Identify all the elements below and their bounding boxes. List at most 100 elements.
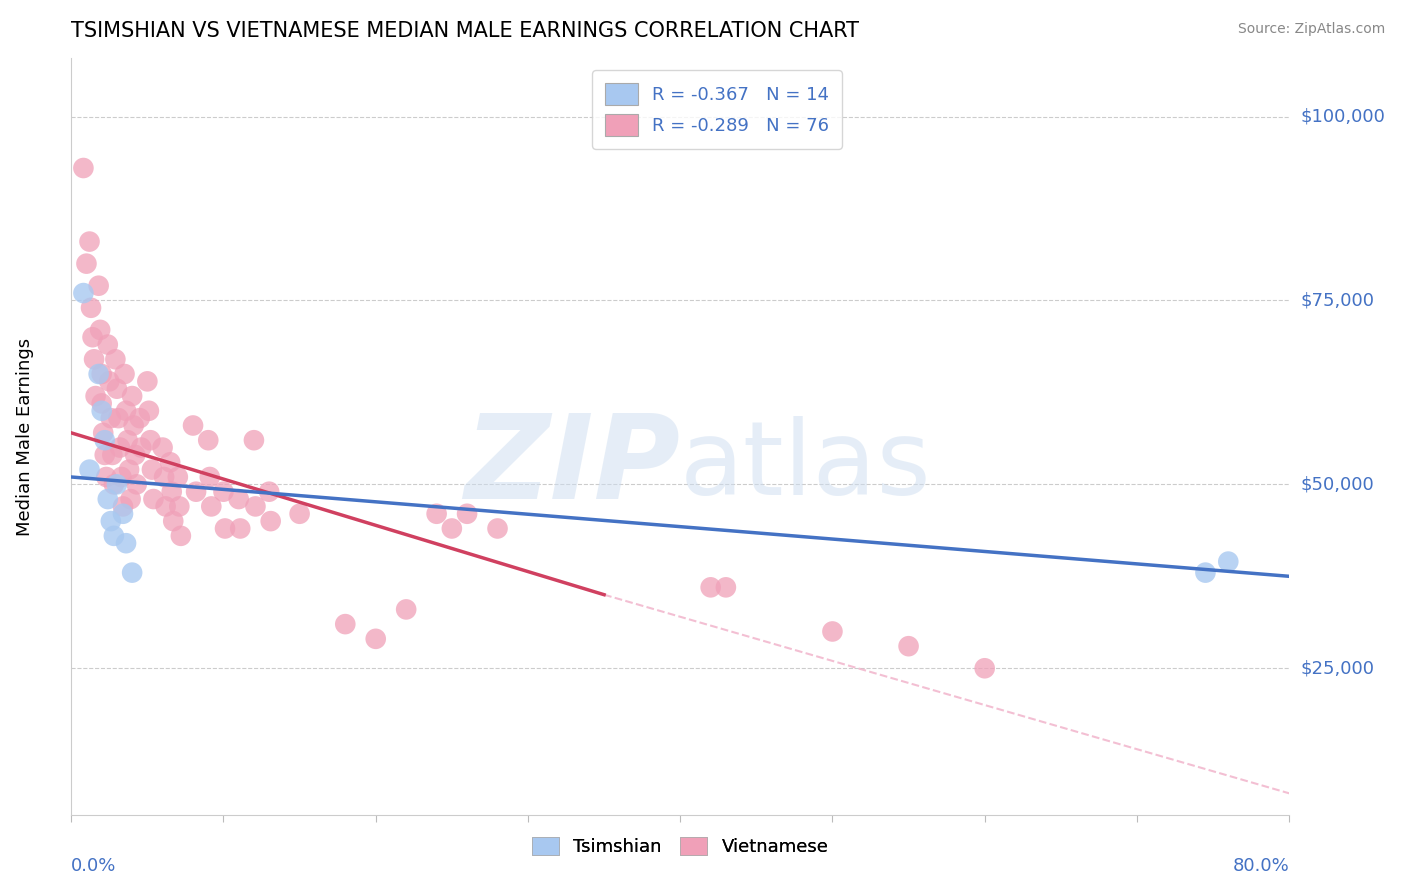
- Point: [214, 521, 236, 535]
- Point: [97, 491, 120, 506]
- Point: [198, 470, 221, 484]
- Point: [90, 404, 112, 418]
- Point: [973, 661, 995, 675]
- Point: [121, 566, 143, 580]
- Point: [139, 434, 162, 448]
- Point: [104, 352, 127, 367]
- Point: [229, 521, 252, 535]
- Point: [426, 507, 449, 521]
- Point: [90, 367, 112, 381]
- Point: [117, 434, 139, 448]
- Point: [96, 470, 118, 484]
- Text: Source: ZipAtlas.com: Source: ZipAtlas.com: [1237, 22, 1385, 37]
- Point: [115, 404, 138, 418]
- Point: [93, 448, 115, 462]
- Point: [87, 367, 110, 381]
- Point: [121, 389, 143, 403]
- Point: [98, 375, 121, 389]
- Point: [105, 382, 128, 396]
- Point: [105, 477, 128, 491]
- Point: [200, 500, 222, 514]
- Point: [1218, 555, 1240, 569]
- Point: [101, 448, 124, 462]
- Legend: Tsimshian, Vietnamese: Tsimshian, Vietnamese: [524, 830, 835, 863]
- Point: [128, 411, 150, 425]
- Point: [125, 477, 148, 491]
- Point: [79, 462, 101, 476]
- Point: [364, 632, 387, 646]
- Point: [115, 536, 138, 550]
- Point: [114, 367, 136, 381]
- Text: Median Male Earnings: Median Male Earnings: [15, 337, 34, 535]
- Point: [87, 278, 110, 293]
- Point: [184, 484, 207, 499]
- Point: [100, 514, 122, 528]
- Point: [395, 602, 418, 616]
- Point: [486, 521, 509, 535]
- Point: [82, 330, 104, 344]
- Point: [91, 425, 114, 440]
- Point: [228, 491, 250, 506]
- Text: ZIP: ZIP: [464, 409, 681, 524]
- Point: [72, 161, 94, 175]
- Point: [111, 507, 134, 521]
- Point: [141, 462, 163, 476]
- Point: [288, 507, 311, 521]
- Point: [260, 514, 283, 528]
- Text: atlas: atlas: [681, 417, 932, 517]
- Point: [80, 301, 103, 315]
- Point: [118, 462, 141, 476]
- Point: [100, 411, 122, 425]
- Point: [197, 434, 219, 448]
- Point: [181, 418, 204, 433]
- Point: [138, 404, 160, 418]
- Point: [335, 617, 357, 632]
- Text: $25,000: $25,000: [1301, 659, 1374, 677]
- Point: [714, 580, 737, 594]
- Point: [440, 521, 463, 535]
- Point: [103, 477, 125, 491]
- Point: [1194, 566, 1216, 580]
- Text: 80.0%: 80.0%: [1233, 857, 1289, 875]
- Point: [160, 484, 183, 499]
- Point: [142, 491, 165, 506]
- Point: [159, 455, 181, 469]
- Point: [456, 507, 478, 521]
- Point: [97, 337, 120, 351]
- Point: [89, 323, 111, 337]
- Point: [699, 580, 721, 594]
- Text: TSIMSHIAN VS VIETNAMESE MEDIAN MALE EARNINGS CORRELATION CHART: TSIMSHIAN VS VIETNAMESE MEDIAN MALE EARN…: [72, 21, 859, 41]
- Text: $50,000: $50,000: [1301, 475, 1374, 493]
- Point: [245, 500, 267, 514]
- Point: [897, 639, 920, 653]
- Text: $75,000: $75,000: [1301, 292, 1374, 310]
- Point: [124, 448, 146, 462]
- Point: [166, 470, 188, 484]
- Point: [212, 484, 235, 499]
- Point: [129, 441, 152, 455]
- Point: [162, 514, 184, 528]
- Point: [93, 434, 115, 448]
- Point: [111, 500, 134, 514]
- Point: [120, 491, 142, 506]
- Point: [83, 352, 105, 367]
- Point: [153, 470, 176, 484]
- Text: $100,000: $100,000: [1301, 108, 1385, 126]
- Point: [72, 286, 94, 301]
- Point: [122, 418, 145, 433]
- Point: [107, 411, 129, 425]
- Point: [110, 470, 132, 484]
- Point: [243, 434, 266, 448]
- Point: [79, 235, 101, 249]
- Point: [821, 624, 844, 639]
- Point: [155, 500, 177, 514]
- Text: 0.0%: 0.0%: [72, 857, 117, 875]
- Point: [84, 389, 107, 403]
- Point: [103, 529, 125, 543]
- Point: [90, 396, 112, 410]
- Point: [257, 484, 280, 499]
- Point: [136, 375, 159, 389]
- Point: [169, 500, 191, 514]
- Point: [170, 529, 193, 543]
- Point: [152, 441, 174, 455]
